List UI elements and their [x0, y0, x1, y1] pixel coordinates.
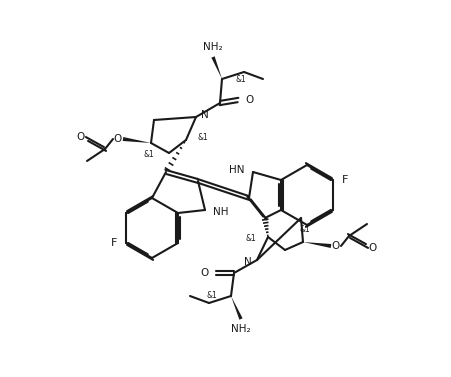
Text: HN: HN — [229, 165, 244, 175]
Text: F: F — [341, 175, 347, 185]
Polygon shape — [302, 242, 331, 248]
Text: &1: &1 — [245, 234, 255, 244]
Text: NH: NH — [212, 207, 228, 217]
Text: O: O — [200, 268, 208, 278]
Text: NH₂: NH₂ — [203, 42, 222, 52]
Text: N: N — [244, 257, 252, 267]
Text: &1: &1 — [235, 75, 246, 83]
Text: &1: &1 — [206, 291, 216, 300]
Text: &1: &1 — [143, 150, 154, 159]
Text: &1: &1 — [198, 133, 208, 143]
Text: O: O — [77, 132, 85, 142]
Text: O: O — [244, 95, 253, 105]
Text: F: F — [110, 238, 117, 248]
Text: O: O — [368, 243, 376, 253]
Polygon shape — [211, 56, 221, 79]
Text: N: N — [201, 110, 208, 120]
Text: O: O — [331, 241, 339, 251]
Text: NH₂: NH₂ — [230, 324, 250, 334]
Polygon shape — [122, 137, 151, 143]
Text: O: O — [114, 134, 122, 144]
Text: &1: &1 — [299, 225, 310, 234]
Polygon shape — [230, 296, 242, 320]
